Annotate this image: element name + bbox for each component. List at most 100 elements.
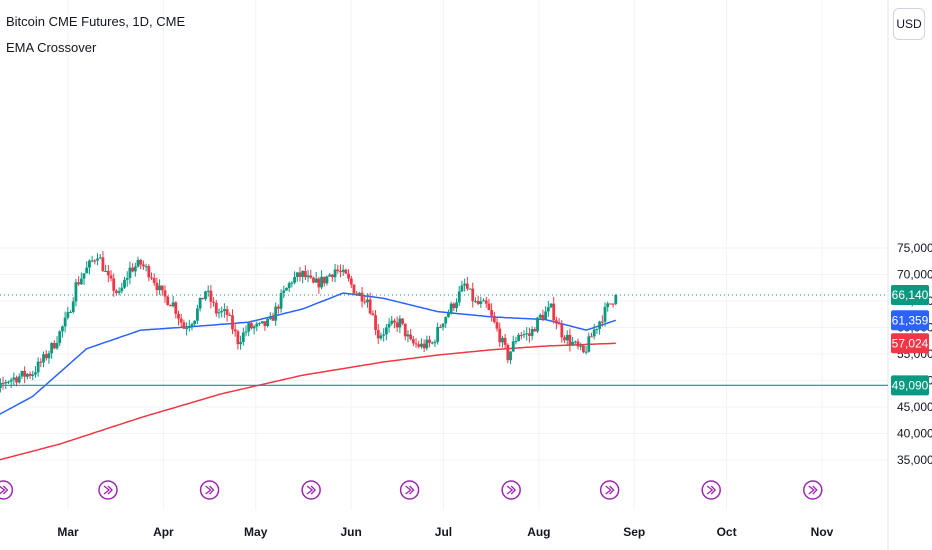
candle-body bbox=[360, 292, 364, 302]
candle-body bbox=[260, 321, 264, 324]
candle-body bbox=[401, 318, 404, 324]
candle-body bbox=[44, 354, 48, 359]
candle-body bbox=[104, 270, 108, 272]
svg-text:49,090: 49,090 bbox=[892, 378, 929, 392]
candle-body bbox=[1, 382, 5, 384]
candle-body bbox=[279, 293, 283, 309]
candle-body bbox=[374, 315, 377, 330]
event-icons[interactable] bbox=[0, 480, 823, 500]
hline-badge: 49,090 bbox=[891, 375, 929, 396]
candle-body bbox=[538, 314, 542, 318]
candle-body bbox=[560, 324, 564, 338]
candle-body bbox=[244, 331, 248, 333]
candle-body bbox=[12, 377, 16, 380]
event-icon[interactable] bbox=[501, 480, 521, 500]
candle-body bbox=[330, 274, 334, 278]
event-icon[interactable] bbox=[803, 480, 823, 500]
ema-slow-badge: 57,024 bbox=[891, 333, 929, 354]
x-tick-label: Aug bbox=[527, 525, 550, 539]
event-icon[interactable] bbox=[301, 480, 321, 500]
candle-body bbox=[479, 301, 483, 304]
event-icon[interactable] bbox=[199, 480, 220, 500]
candle-body bbox=[125, 278, 129, 280]
candle-body bbox=[441, 323, 445, 328]
y-tick-label: 70,000 bbox=[897, 268, 932, 282]
event-icon[interactable] bbox=[599, 480, 620, 500]
candle-body bbox=[484, 300, 488, 304]
candle-body bbox=[239, 342, 242, 345]
currency-button[interactable]: USD bbox=[893, 8, 925, 40]
candle-body bbox=[7, 381, 10, 383]
candle-body bbox=[393, 320, 396, 323]
candle-body bbox=[247, 323, 251, 332]
candle-body bbox=[382, 334, 386, 336]
y-tick-label: 45,000 bbox=[897, 400, 932, 414]
candle-body bbox=[133, 266, 137, 272]
price-axis[interactable]: 35,00040,00045,00050,00055,00060,00065,0… bbox=[897, 241, 932, 467]
candle-body bbox=[39, 361, 43, 363]
candle-body bbox=[503, 337, 507, 345]
candle-body bbox=[90, 260, 94, 262]
candle-body bbox=[428, 339, 431, 343]
candle-body bbox=[185, 327, 189, 329]
candle-body bbox=[187, 326, 191, 328]
candle-body bbox=[390, 320, 394, 324]
candle-body bbox=[101, 257, 105, 272]
candle-body bbox=[231, 315, 234, 330]
x-tick-label: Jul bbox=[435, 525, 452, 539]
candle-body bbox=[166, 296, 170, 306]
candle-body bbox=[144, 266, 148, 268]
candle-body bbox=[490, 310, 494, 316]
candle-body bbox=[430, 342, 434, 344]
candle-body bbox=[455, 302, 458, 309]
x-tick-label: Apr bbox=[153, 525, 174, 539]
candle-body bbox=[482, 300, 485, 302]
candle-body bbox=[193, 320, 197, 324]
event-icon[interactable] bbox=[0, 480, 14, 500]
candle-body bbox=[93, 260, 97, 262]
time-axis[interactable]: Mar Apr May Jun Jul Aug Sep Oct Nov bbox=[57, 525, 833, 539]
candle-body bbox=[271, 316, 275, 321]
candle-body bbox=[241, 332, 245, 343]
event-icon[interactable] bbox=[701, 480, 721, 500]
candle-body bbox=[614, 294, 618, 304]
candle-body bbox=[546, 307, 550, 312]
candle-body bbox=[317, 278, 321, 288]
candle-body bbox=[52, 342, 56, 349]
candle-body bbox=[417, 344, 421, 347]
candle-body bbox=[301, 270, 305, 277]
candle-body bbox=[31, 374, 35, 376]
candle-body bbox=[42, 354, 45, 363]
indicator-label[interactable]: EMA Crossover bbox=[6, 40, 97, 55]
candle-body bbox=[444, 317, 448, 324]
x-tick-label: Sep bbox=[623, 525, 645, 539]
candle-body bbox=[222, 309, 226, 311]
candle-body bbox=[85, 267, 89, 274]
candle-body bbox=[495, 322, 499, 329]
candle-body bbox=[333, 269, 337, 278]
candle-body bbox=[4, 381, 8, 384]
candle-body bbox=[298, 272, 302, 277]
candle-body bbox=[115, 290, 118, 293]
candle-body bbox=[201, 297, 205, 300]
candle-body bbox=[519, 334, 523, 336]
y-tick-label: 35,000 bbox=[897, 453, 932, 467]
candle-body bbox=[406, 334, 410, 337]
candle-body bbox=[212, 301, 215, 303]
candle-body bbox=[79, 278, 83, 285]
event-icon[interactable] bbox=[399, 480, 420, 500]
candle-body bbox=[36, 361, 40, 373]
candle-body bbox=[293, 276, 296, 283]
candle-body bbox=[420, 343, 423, 347]
event-icon[interactable] bbox=[98, 480, 118, 500]
candle-body bbox=[255, 323, 259, 327]
candle-body bbox=[225, 309, 229, 315]
candle-body bbox=[325, 276, 329, 284]
candle-body bbox=[204, 291, 207, 300]
candle-body bbox=[160, 285, 164, 291]
grid bbox=[0, 0, 889, 550]
candle-body bbox=[169, 305, 172, 307]
candle-body bbox=[498, 328, 502, 343]
candle-body bbox=[355, 293, 359, 295]
